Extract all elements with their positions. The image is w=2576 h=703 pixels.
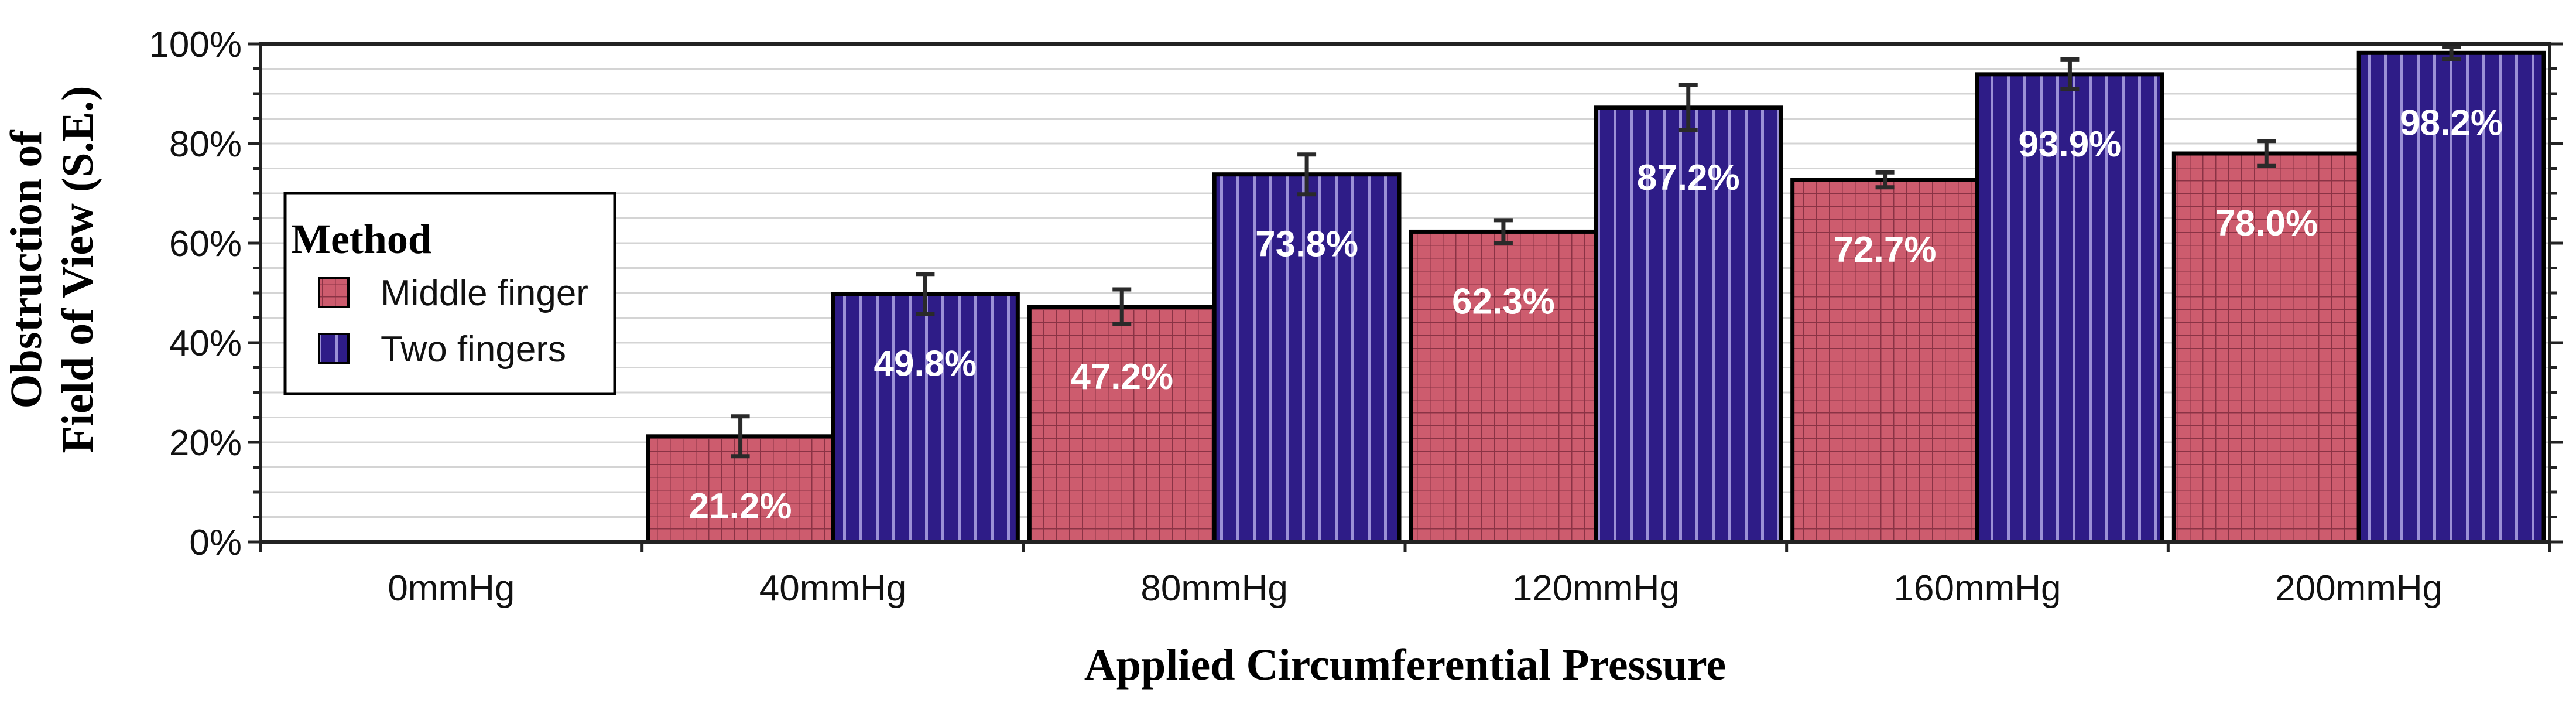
x-tick-label: 80mmHg	[1140, 568, 1288, 609]
bar-middle-finger-160mmHg	[1790, 178, 1980, 544]
y-axis-title-line2: Field of View (S.E.)	[53, 86, 102, 453]
x-tick-label: 40mmHg	[759, 568, 907, 609]
data-label-two-fingers-200mmHg: 98.2%	[2400, 103, 2503, 143]
error-bar-middle-finger-200mmHg	[2257, 139, 2276, 168]
data-label-middle-finger-200mmHg: 78.0%	[2215, 203, 2318, 244]
axes	[248, 42, 2563, 552]
legend-swatch-two-fingers	[318, 333, 350, 364]
error-bar-middle-finger-160mmHg	[1875, 170, 1895, 190]
y-tick-label: 80%	[169, 124, 242, 165]
y-tick-label: 40%	[169, 323, 242, 364]
bar-two-fingers-120mmHg	[1594, 105, 1783, 544]
error-bar-two-fingers-80mmHg	[1297, 152, 1317, 197]
bar-middle-finger-80mmHg	[1027, 305, 1217, 544]
error-bars	[731, 45, 2461, 459]
x-tick-label: 200mmHg	[2275, 568, 2443, 609]
legend-title: Method	[291, 216, 431, 262]
legend-label-two-fingers: Two fingers	[381, 329, 566, 370]
y-tick-label: 20%	[169, 423, 242, 463]
data-label-middle-finger-40mmHg: 21.2%	[689, 486, 792, 527]
x-tick-label: 120mmHg	[1512, 568, 1680, 609]
bar-two-fingers-200mmHg	[2356, 50, 2546, 544]
data-label-two-fingers-40mmHg: 49.8%	[874, 344, 977, 384]
x-tick-labels: 0mmHg 40mmHg 80mmHg 120mmHg 160mmHg 200mmHg	[388, 568, 2443, 609]
data-label-middle-finger-160mmHg: 72.7%	[1834, 230, 1937, 270]
data-label-middle-finger-80mmHg: 47.2%	[1070, 357, 1173, 397]
bar-two-fingers-160mmHg	[1975, 72, 2164, 544]
error-bar-middle-finger-40mmHg	[731, 414, 750, 459]
y-tick-labels: 0% 20% 40% 60% 80% 100%	[149, 25, 242, 563]
legend-swatch-middle-finger	[318, 277, 350, 308]
error-bar-middle-finger-80mmHg	[1112, 287, 1132, 327]
y-tick-label: 60%	[169, 224, 242, 264]
bar-two-fingers-40mmHg	[831, 292, 1020, 544]
legend-label-middle-finger: Middle finger	[381, 273, 588, 313]
y-axis-title: Obstruction of Field of View (S.E.)	[2, 86, 102, 453]
x-axis-title: Applied Circumferential Pressure	[1084, 640, 1726, 690]
y-tick-label: 100%	[149, 25, 242, 65]
y-axis-title-line1: Obstruction of	[2, 129, 51, 409]
x-tick-label: 160mmHg	[1894, 568, 2061, 609]
error-bar-two-fingers-160mmHg	[2060, 57, 2080, 91]
gridlines	[261, 43, 2550, 543]
error-bar-middle-finger-120mmHg	[1493, 218, 1513, 245]
bar-two-fingers-80mmHg	[1212, 172, 1402, 544]
error-bar-two-fingers-40mmHg	[916, 272, 935, 316]
bar-middle-finger-200mmHg	[2171, 151, 2361, 544]
bar-middle-finger-120mmHg	[1409, 229, 1598, 544]
error-bar-two-fingers-200mmHg	[2442, 45, 2461, 61]
data-label-middle-finger-120mmHg: 62.3%	[1452, 281, 1555, 322]
data-label-two-fingers-160mmHg: 93.9%	[2019, 124, 2122, 165]
error-bar-two-fingers-120mmHg	[1678, 83, 1698, 132]
x-tick-label: 0mmHg	[388, 568, 515, 609]
legend: Method Middle finger Two fingers	[283, 192, 616, 395]
data-label-two-fingers-120mmHg: 87.2%	[1637, 158, 1740, 198]
data-labels: 21.2% 49.8% 47.2% 73.8% 62.3% 87.2% 72.7% 93.9%…	[689, 103, 2503, 527]
data-label-two-fingers-80mmHg: 73.8%	[1255, 224, 1358, 265]
y-tick-label: 0%	[189, 523, 242, 563]
